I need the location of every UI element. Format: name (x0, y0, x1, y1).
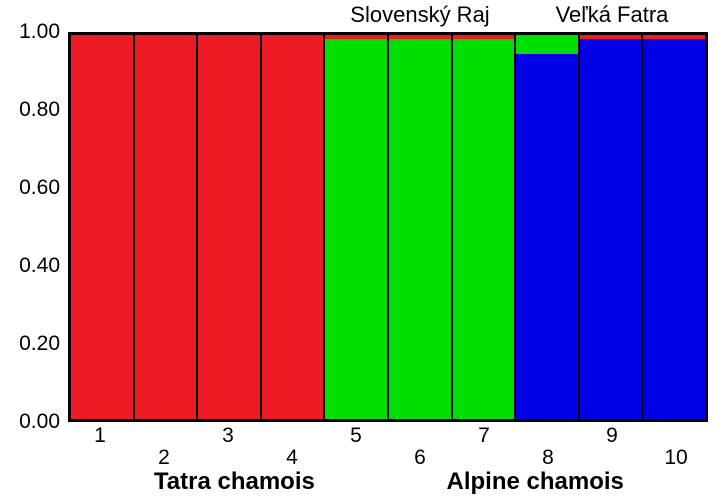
bar-1 (71, 35, 133, 419)
x-axis-ticks: 1 2 3 4 5 6 7 8 9 10 (68, 424, 708, 470)
x-tick-label: 1 (94, 424, 106, 448)
x-tick-label: 2 (158, 446, 170, 470)
y-tick-label: 0.40 (2, 254, 60, 278)
x-tick-label: 5 (350, 424, 362, 448)
x-tick-label: 8 (542, 446, 554, 470)
x-tick-label: 7 (478, 424, 490, 448)
bar-2 (133, 35, 197, 419)
bar-2-seg-red (135, 35, 197, 419)
bar-8 (514, 35, 578, 419)
bar-4-seg-red (262, 35, 324, 419)
y-tick-label: 0.80 (2, 98, 60, 122)
y-tick-label: 0.60 (2, 176, 60, 200)
bar-5 (323, 35, 387, 419)
group-label: Alpine chamois (447, 468, 624, 496)
group-label: Tatra chamois (154, 468, 315, 496)
bar-10 (641, 35, 705, 419)
top-label: Veľká Fatra (556, 2, 669, 28)
bar-3 (196, 35, 260, 419)
x-tick-label: 3 (222, 424, 234, 448)
bottom-group-labels: Tatra chamois Alpine chamois (0, 468, 715, 498)
bar-6 (387, 35, 451, 419)
y-tick-label: 0.20 (2, 332, 60, 356)
bar-1-seg-red (71, 35, 133, 419)
y-tick-label: 1.00 (2, 20, 60, 44)
x-tick-label: 10 (664, 446, 687, 470)
top-label: Slovenský Raj (350, 2, 489, 28)
bar-8-seg-green (516, 35, 578, 54)
top-population-labels: Slovenský Raj Veľká Fatra (0, 2, 715, 30)
bar-9-seg-red (580, 35, 642, 39)
bar-10-seg-blue (643, 39, 705, 419)
bar-3-seg-red (198, 35, 260, 419)
bar-7-seg-green (453, 39, 515, 419)
x-tick-label: 4 (286, 446, 298, 470)
bar-9-seg-blue (580, 39, 642, 419)
x-tick-label: 6 (414, 446, 426, 470)
structure-plot-figure: Slovenský Raj Veľká Fatra 0.00 0.20 0.40 0.6… (0, 0, 715, 502)
bar-6-seg-green (389, 39, 451, 419)
bar-7 (451, 35, 515, 419)
bar-4 (260, 35, 324, 419)
x-tick-label: 9 (606, 424, 618, 448)
bar-7-seg-red (453, 35, 515, 39)
bar-8-seg-blue (516, 54, 578, 419)
plot-frame (68, 32, 708, 422)
bar-9 (578, 35, 642, 419)
bar-5-seg-green (325, 39, 387, 419)
bar-6-seg-red (389, 35, 451, 39)
bar-10-seg-red (643, 35, 705, 39)
y-axis-ticks: 0.000.200.400.600.801.00 (0, 32, 60, 422)
bar-5-seg-red (325, 35, 387, 39)
y-tick-label: 0.00 (2, 410, 60, 434)
plot-area (71, 35, 705, 419)
